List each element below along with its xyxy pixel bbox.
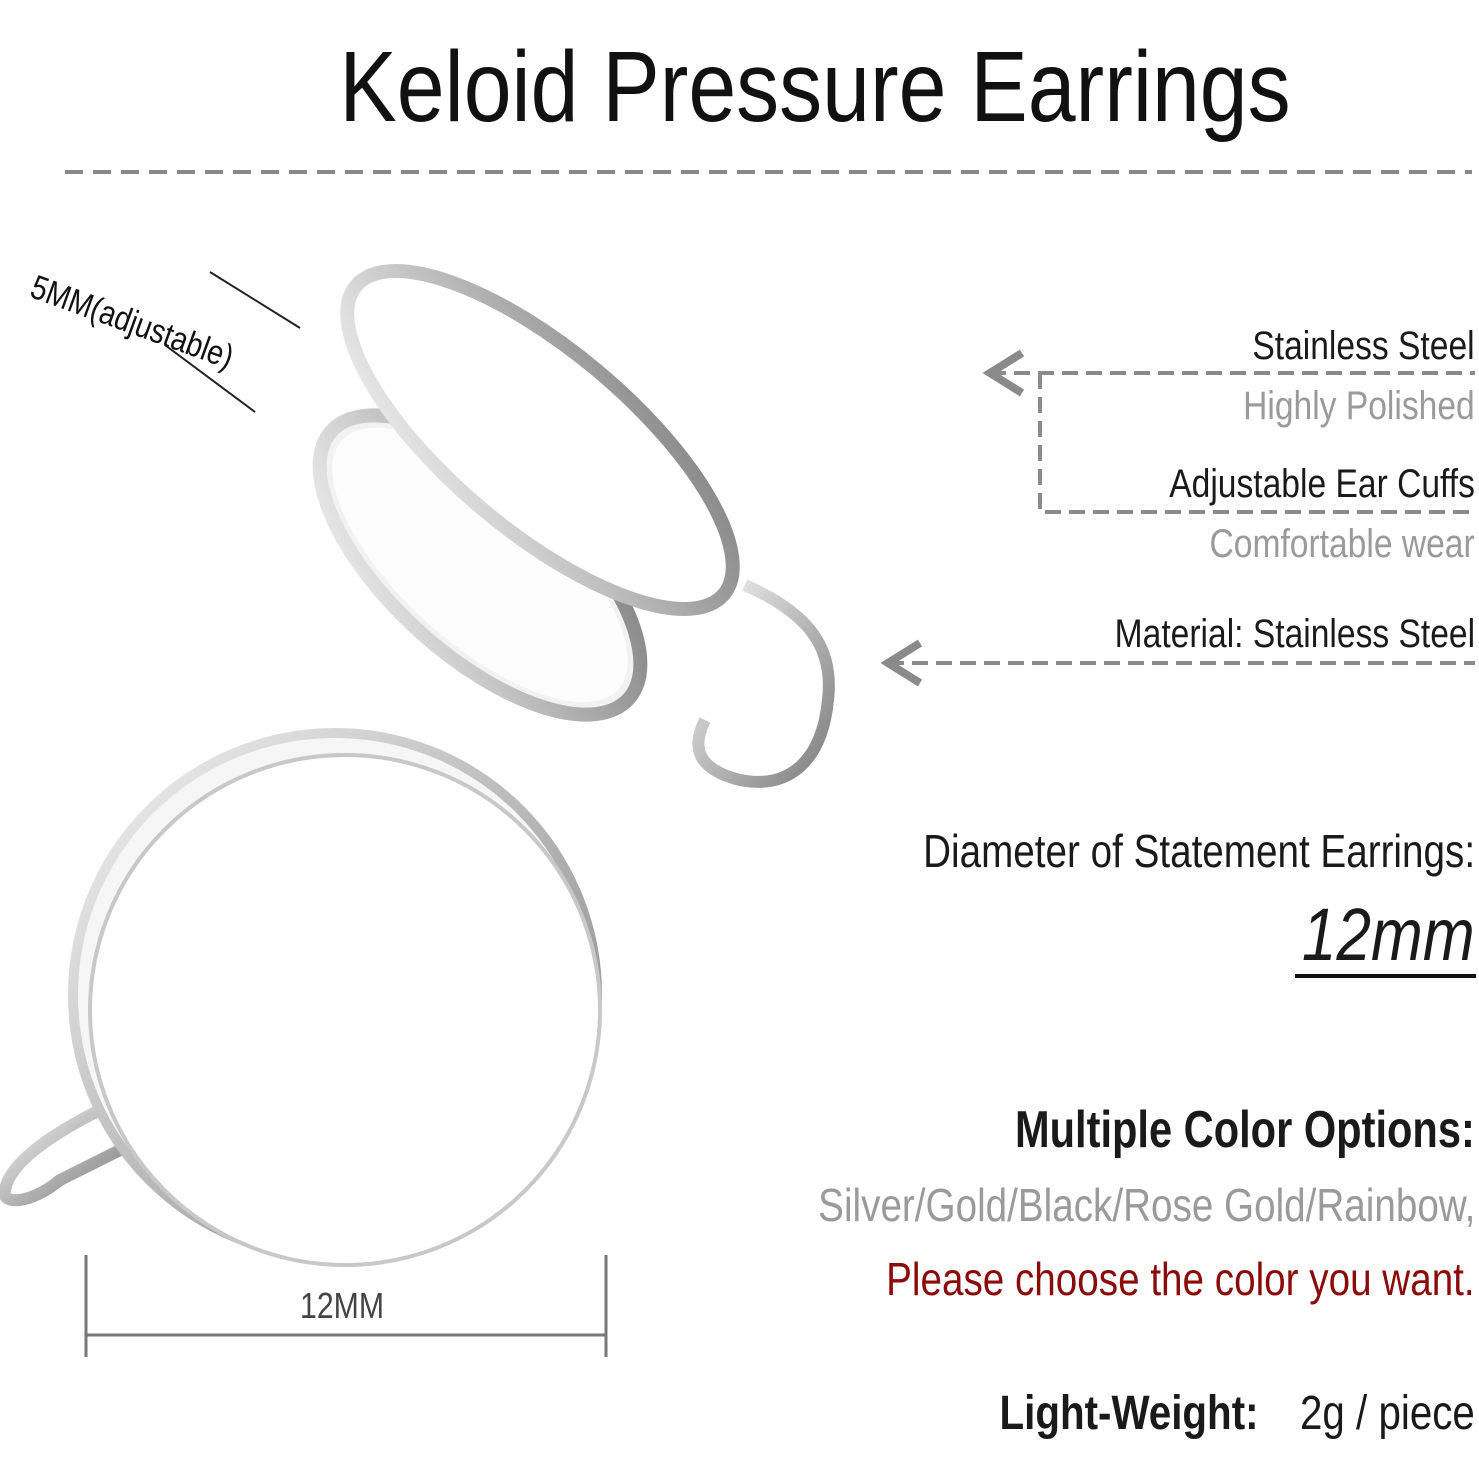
width-dimension-label: 12MM [300, 1285, 385, 1326]
color-options-label: Multiple Color Options: [1015, 1101, 1475, 1159]
color-choice-note: Please choose the color you want. [886, 1253, 1475, 1305]
ear-cuff-image [164, 264, 835, 788]
feature-stainless-steel: Stainless Steel [1252, 324, 1475, 368]
feature-comfortable-wear: Comfortable wear [1209, 522, 1475, 566]
feature-highly-polished: Highly Polished [1243, 384, 1475, 428]
callout-lines [880, 349, 1475, 687]
weight-label: Light-Weight: [999, 1387, 1259, 1440]
feature-adjustable-ear-cuffs: Adjustable Ear Cuffs [1169, 462, 1475, 506]
material-label: Material: Stainless Steel [1114, 612, 1475, 656]
width-dimension [84, 1255, 608, 1357]
diameter-label: Diameter of Statement Earrings: [923, 825, 1475, 877]
round-earring-image [0, 728, 602, 1267]
diameter-value: 12mm [1302, 893, 1475, 976]
page-title: Keloid Pressure Earrings [339, 31, 1291, 143]
weight-value: 2g / piece [1300, 1387, 1475, 1440]
color-options-list: Silver/Gold/Black/Rose Gold/Rainbow, [817, 1179, 1475, 1231]
weight-row: Light-Weight: 2g / piece [1000, 1390, 1475, 1438]
